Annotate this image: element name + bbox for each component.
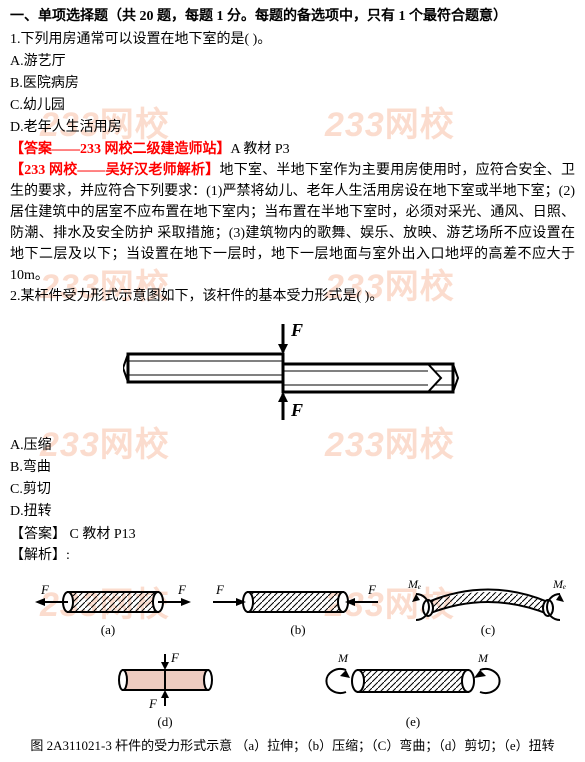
q2-option-d: D.扭转 [10,501,575,522]
svg-text:(e): (e) [405,714,419,729]
svg-text:M: M [337,651,349,665]
svg-text:F: F [170,650,180,665]
page-content: 一、单项选择题（共 20 题，每题 1 分。每题的备选项中，只有 1 个最符合题… [0,0,585,762]
q1-option-a: A.游艺厅 [10,51,575,72]
q1-analysis-text: 地下室、半地下室作为主要用房使用时，应符合安全、卫生的要求，并应符合下列要求：(… [10,163,575,283]
q2-answer-label: 【答案】 [10,527,66,542]
svg-text:F: F [40,582,50,597]
q2-answer-text: C 教材 P13 [70,527,136,542]
section-title: 一、单项选择题（共 20 题，每题 1 分。每题的备选项中，只有 1 个最符合题… [10,6,575,27]
svg-text:F: F [177,582,187,597]
svg-text:Mₑ: Mₑ [407,577,421,591]
svg-text:Mₑ: Mₑ [552,577,566,591]
svg-text:(d): (d) [157,714,172,729]
q1-answer-label: 【答案——233 网校二级建造师站】 [10,142,231,157]
q2-stem: 2.某杆件受力形式示意图如下，该杆件的基本受力形式是( )。 [10,286,575,307]
q2-option-c: C.剪切 [10,479,575,500]
q1-option-b: B.医院病房 [10,73,575,94]
q1-option-d: D.老年人生活用房 [10,117,575,138]
figure-caption: 图 2A311021-3 杆件的受力形式示意 （a）拉伸；（b）压缩；（C）弯曲… [10,736,575,756]
force-f-bottom: F [290,400,303,420]
q1-stem: 1.下列用房通常可以设置在地下室的是( )。 [10,29,575,50]
shear-svg: F F [123,316,463,426]
q1-analysis-row: 【233 网校——吴好汉老师解析】地下室、半地下室作为主要用房使用时，应符合安全… [10,160,575,286]
shear-diagram: F F [10,311,575,431]
q2-analysis-label: 【解析】: [10,545,575,566]
q1-answer-text: A 教材 P3 [231,142,290,157]
q1-analysis-label: 【233 网校——吴好汉老师解析】 [10,163,220,178]
q1-answer-row: 【答案——233 网校二级建造师站】A 教材 P3 [10,139,575,160]
q2-answer-row: 【答案】 C 教材 P13 [10,524,575,545]
force-f-top: F [290,320,303,340]
q2-option-b: B.弯曲 [10,457,575,478]
modes-svg: F F (a) F F (b) [13,572,573,732]
svg-text:(a): (a) [100,622,114,637]
svg-text:F: F [215,582,225,597]
deformation-modes-diagram: F F (a) F F (b) [10,572,575,732]
svg-text:(c): (c) [480,622,494,637]
svg-text:F: F [148,696,158,711]
svg-text:F: F [367,582,377,597]
svg-text:(b): (b) [290,622,305,637]
q1-option-c: C.幼儿园 [10,95,575,116]
svg-text:M: M [477,651,489,665]
q2-option-a: A.压缩 [10,435,575,456]
